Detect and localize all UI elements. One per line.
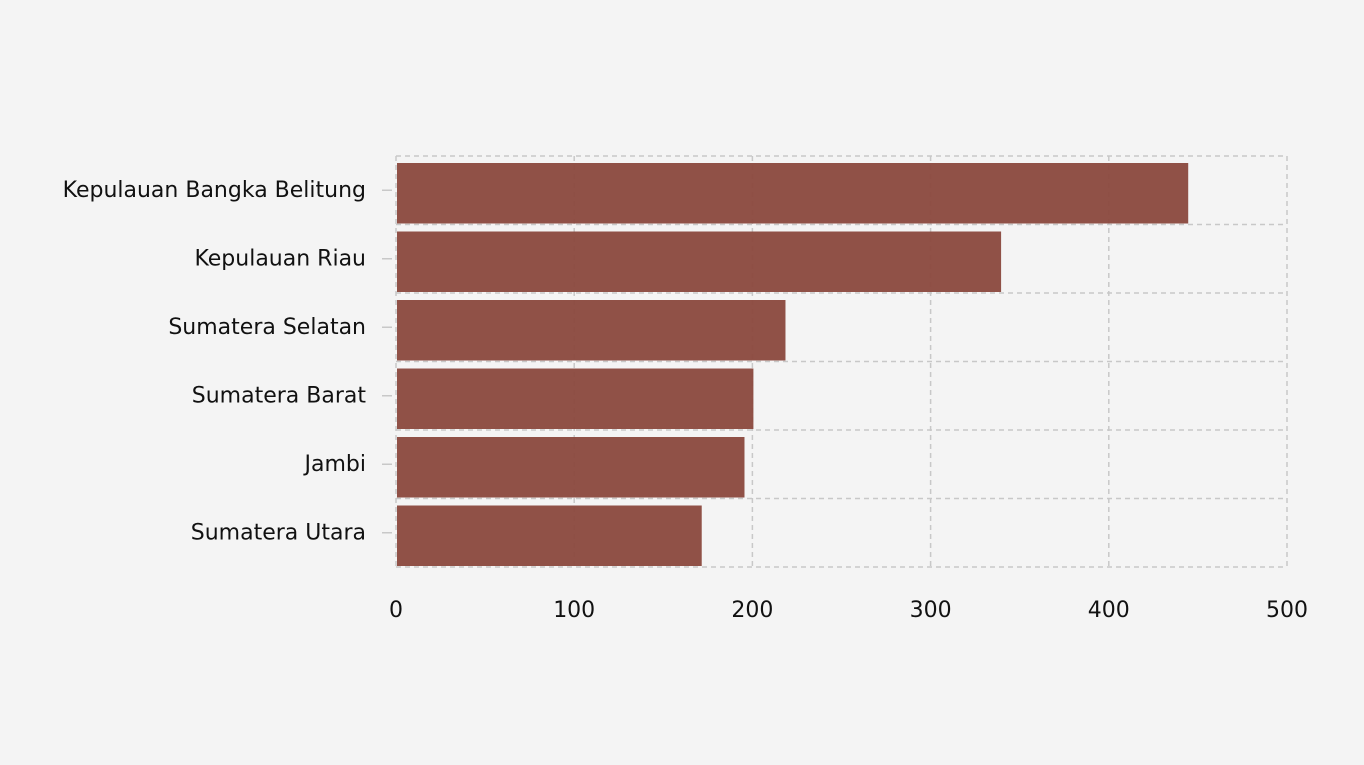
grid-layer xyxy=(395,155,1288,568)
x-axis: 0 100 200 300 400 500 xyxy=(389,598,1308,623)
bar xyxy=(397,163,1189,224)
x-tick-label: 0 xyxy=(389,598,403,623)
bar xyxy=(397,300,786,361)
x-tick-label: 400 xyxy=(1088,598,1130,623)
y-tick-label: Sumatera Utara xyxy=(191,520,366,545)
y-tick-label: Sumatera Selatan xyxy=(168,315,366,340)
bar xyxy=(397,231,1002,292)
y-tick-label: Sumatera Barat xyxy=(192,383,367,408)
y-axis: Kepulauan Bangka Belitung Kepulauan Riau S… xyxy=(63,178,392,545)
x-tick-label: 200 xyxy=(731,598,773,623)
bar xyxy=(397,437,745,498)
x-tick-label: 300 xyxy=(910,598,952,623)
y-tick-label: Jambi xyxy=(303,452,366,477)
y-tick-label: Kepulauan Riau xyxy=(194,246,366,271)
bar xyxy=(397,368,754,429)
bars-layer xyxy=(397,163,1189,566)
bar xyxy=(397,505,702,566)
y-tick-label: Kepulauan Bangka Belitung xyxy=(63,178,366,203)
x-tick-label: 500 xyxy=(1266,598,1308,623)
x-tick-label: 100 xyxy=(553,598,595,623)
